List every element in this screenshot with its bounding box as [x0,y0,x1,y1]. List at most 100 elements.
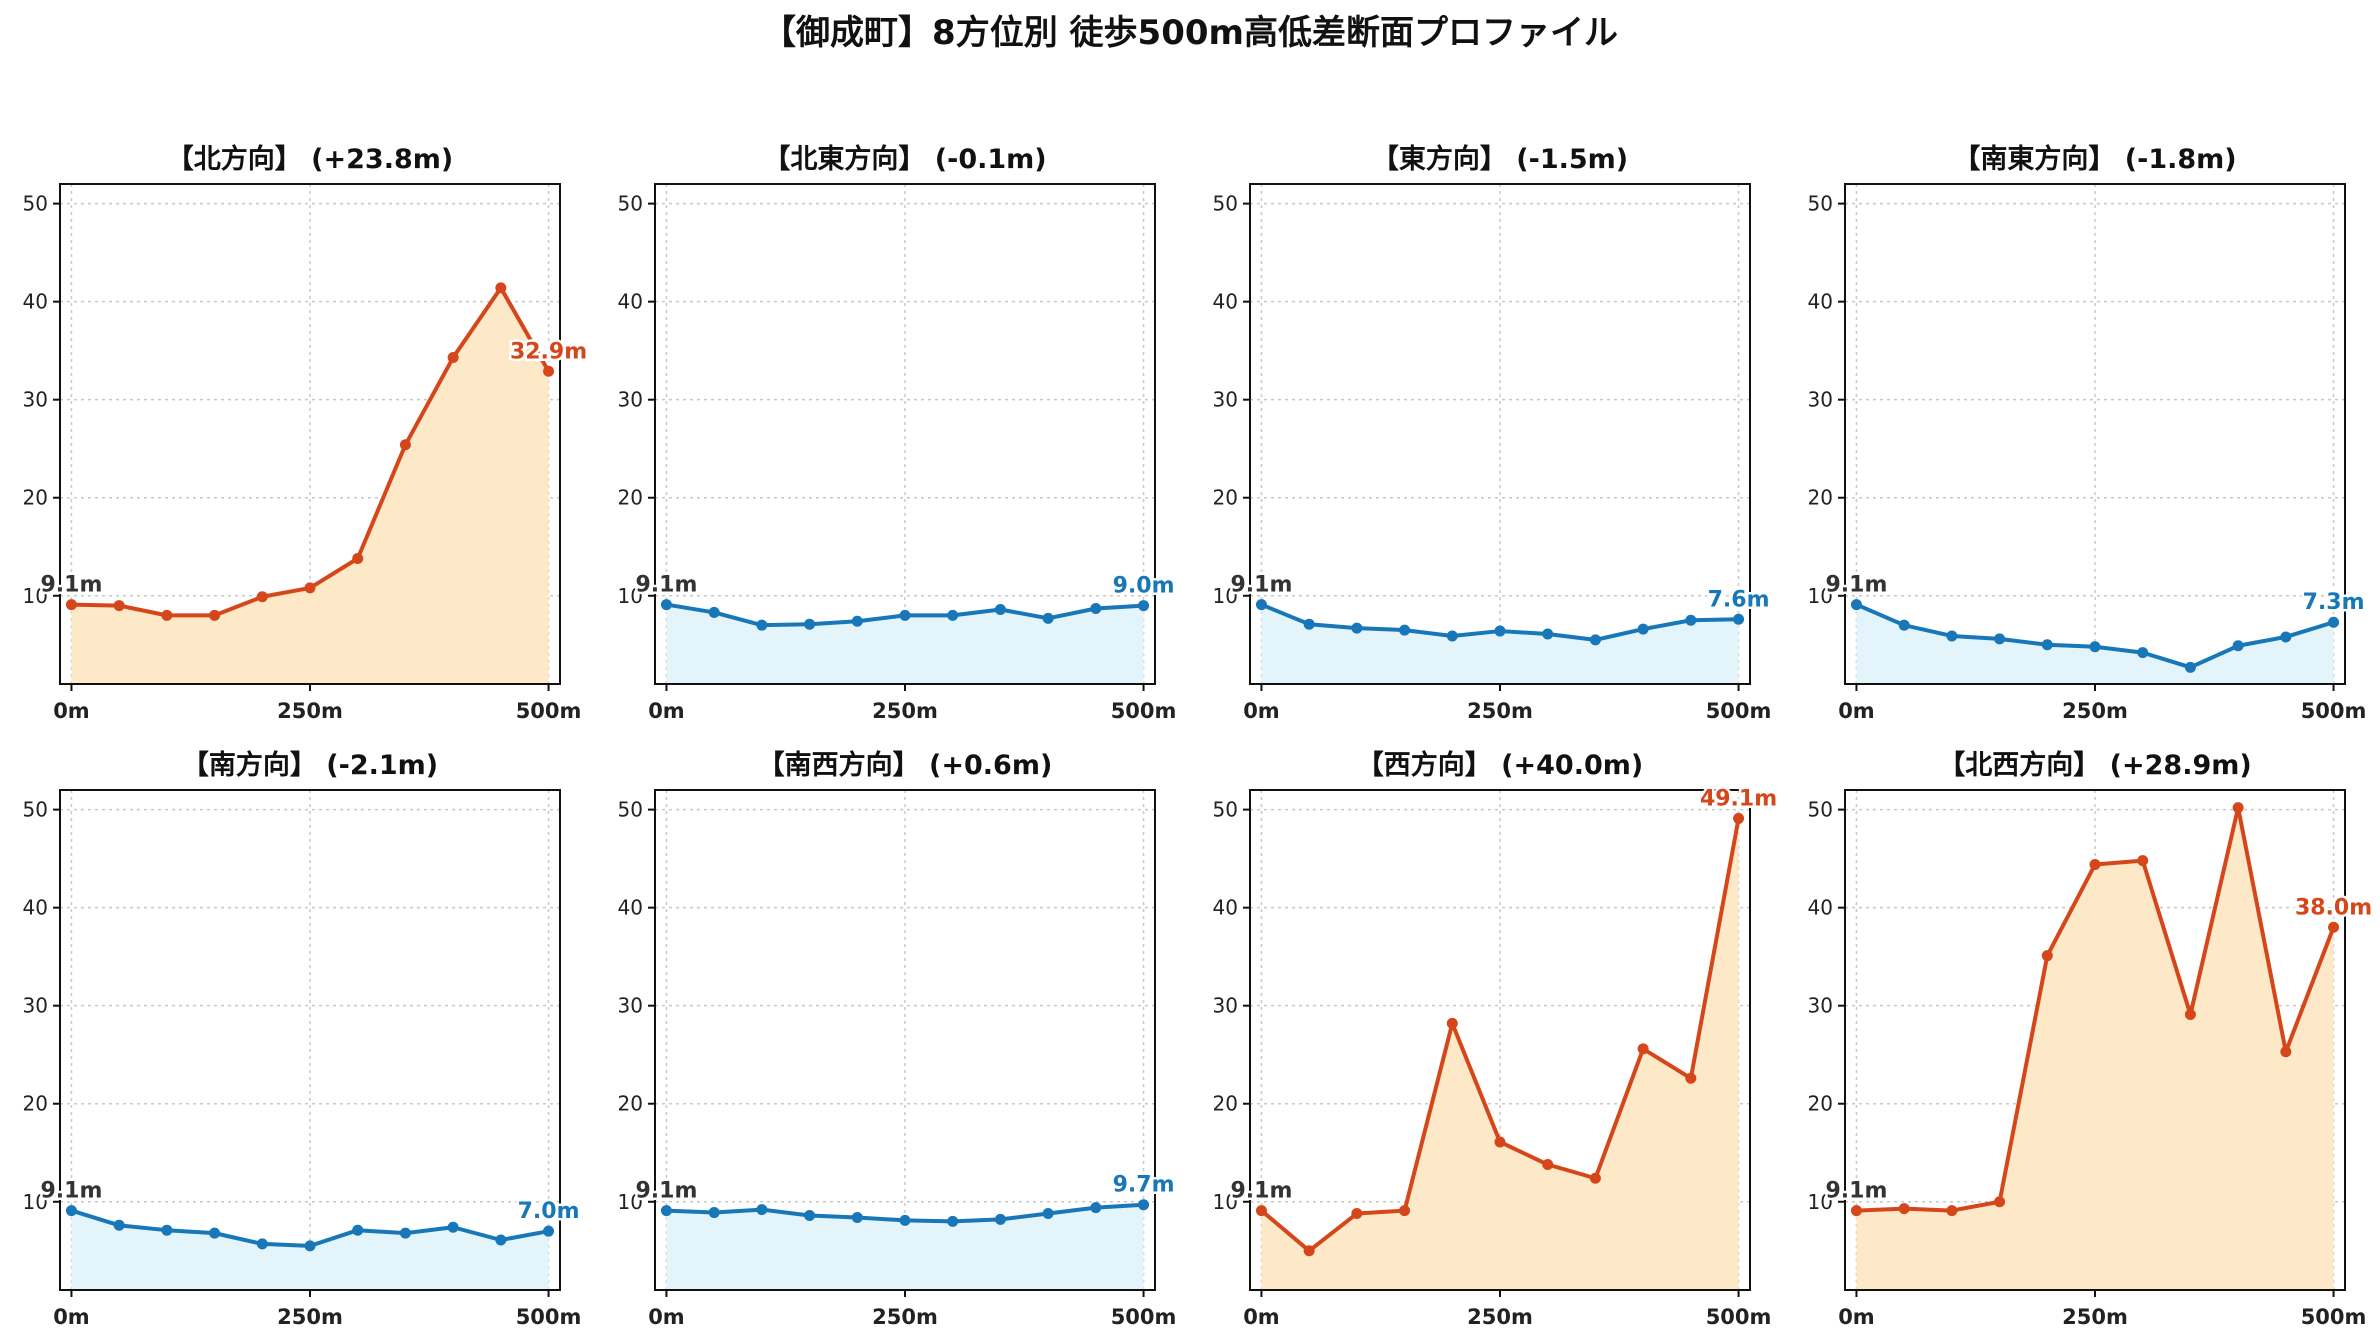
y-tick-label: 40 [1808,290,1833,314]
profile-area [1261,818,1739,1290]
data-point [2280,631,2292,643]
data-point [994,1213,1006,1225]
data-point [543,365,555,377]
x-tick-label: 250m [1467,699,1533,723]
y-tick-label: 30 [1213,994,1238,1018]
data-point [708,606,720,618]
data-point [256,1238,268,1250]
x-tick-label: 250m [1467,1305,1533,1329]
x-tick-label: 500m [516,699,582,723]
panel-title: 【北西方向】 (+28.9m) [1938,749,2251,781]
start-elevation-label: 9.1m [635,1179,697,1204]
data-point [1850,1205,1862,1217]
profile-area [71,287,549,684]
start-elevation-label: 9.1m [40,1179,102,1204]
y-tick-label: 30 [1808,994,1833,1018]
start-elevation-label: 9.1m [40,573,102,598]
y-tick-label: 40 [23,290,48,314]
x-tick-label: 250m [2062,699,2128,723]
data-point [1685,1072,1697,1084]
y-tick-label: 20 [1808,486,1833,510]
data-point [2232,640,2244,652]
panel-title: 【西方向】 (+40.0m) [1357,749,1643,781]
panel-title: 【南東方向】 (-1.8m) [1953,143,2236,175]
plot-frame [1249,183,1751,685]
y-tick-label: 10 [1808,584,1833,608]
y-tick-label: 10 [23,584,48,608]
x-tick-label: 500m [2301,1305,2367,1329]
data-point [65,599,77,611]
data-point [1138,1199,1150,1211]
start-elevation-label: 9.1m [1230,1179,1292,1204]
data-point [851,615,863,627]
data-point [2089,641,2101,653]
panel-title: 【北方向】 (+23.8m) [167,143,453,175]
x-tick-label: 0m [53,699,90,723]
end-elevation-label: 49.1m [1700,786,1777,811]
start-elevation-label: 9.1m [1825,1179,1887,1204]
x-tick-label: 500m [1706,1305,1772,1329]
data-point [756,619,768,631]
end-elevation-label: 9.7m [1113,1173,1175,1198]
data-point [804,1209,816,1221]
y-tick-label: 30 [618,994,643,1018]
y-tick-label: 20 [1213,486,1238,510]
end-elevation-label: 7.3m [2303,590,2365,615]
y-tick-label: 40 [1213,290,1238,314]
end-elevation-label: 38.0m [2295,895,2372,920]
y-tick-label: 40 [618,896,643,920]
data-point [399,1227,411,1239]
data-point [1850,599,1862,611]
end-elevation-label: 7.6m [1708,587,1770,612]
data-point [1542,628,1554,640]
y-tick-label: 50 [1808,798,1833,822]
x-tick-label: 250m [872,1305,938,1329]
data-point [1138,600,1150,612]
y-tick-label: 20 [618,1092,643,1116]
start-elevation-label: 9.1m [1230,573,1292,598]
y-tick-label: 50 [1213,192,1238,216]
y-tick-label: 50 [618,192,643,216]
data-point [1090,1202,1102,1214]
data-point [1042,612,1054,624]
data-point [804,618,816,630]
x-tick-label: 500m [516,1305,582,1329]
y-tick-label: 50 [23,192,48,216]
data-point [113,1219,125,1231]
data-point [1994,633,2006,645]
data-point [2137,855,2149,867]
data-point [708,1207,720,1219]
data-point [1399,1205,1411,1217]
data-point [1946,1205,1958,1217]
x-tick-label: 250m [872,699,938,723]
figure-title: 【御成町】8方位別 徒歩500m高低差断面プロファイル [762,13,1618,53]
data-point [1255,599,1267,611]
y-tick-label: 40 [1808,896,1833,920]
data-point [1542,1159,1554,1171]
plot-frame [59,789,561,1291]
data-point [2041,639,2053,651]
data-point [65,1205,77,1217]
end-elevation-label: 7.0m [518,1199,580,1224]
y-tick-label: 20 [618,486,643,510]
data-point [1733,613,1745,625]
x-tick-label: 0m [1243,1305,1280,1329]
profile-area [666,604,1144,684]
data-point [851,1211,863,1223]
data-point [1637,623,1649,635]
data-point [113,600,125,612]
data-point [1733,812,1745,824]
y-tick-label: 40 [618,290,643,314]
x-tick-label: 500m [1706,699,1772,723]
data-point [209,1227,221,1239]
data-point [660,599,672,611]
data-point [1494,625,1506,637]
y-tick-label: 30 [1808,388,1833,412]
y-tick-label: 30 [618,388,643,412]
y-tick-label: 10 [1213,1190,1238,1214]
